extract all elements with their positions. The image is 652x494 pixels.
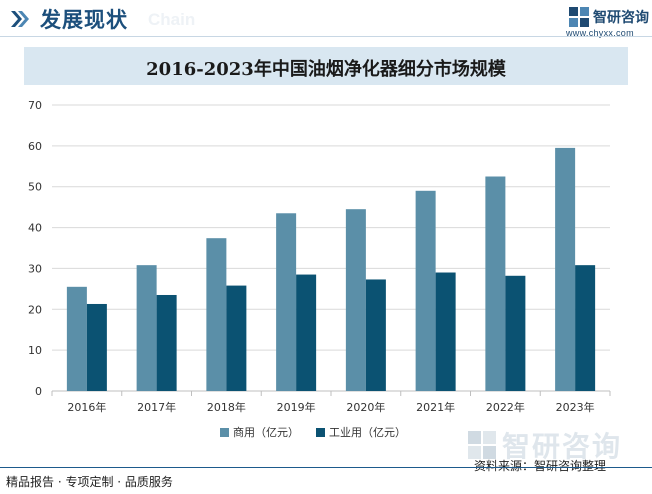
double-chevron-icon bbox=[11, 11, 29, 27]
header-divider bbox=[0, 36, 652, 37]
y-tick-label: 10 bbox=[28, 344, 42, 357]
brand-logo-icon bbox=[569, 7, 589, 27]
section-title: 发展现状 bbox=[40, 8, 128, 32]
legend-swatch bbox=[316, 428, 325, 437]
brand-name: 智研咨询 bbox=[593, 10, 649, 26]
footer-slogan: 精品报告 · 专项定制 · 品质服务 bbox=[6, 475, 173, 489]
x-tick-label: 2018年 bbox=[207, 400, 246, 414]
footer-divider bbox=[0, 467, 652, 468]
y-tick-label: 30 bbox=[28, 262, 42, 275]
legend-swatch bbox=[220, 428, 229, 437]
bar-commercial bbox=[276, 213, 297, 391]
bar-industrial bbox=[296, 274, 317, 391]
x-tick-label: 2022年 bbox=[486, 400, 525, 414]
bar-industrial bbox=[226, 285, 247, 391]
bar-industrial bbox=[86, 303, 107, 391]
bar-commercial bbox=[206, 238, 227, 391]
x-tick-label: 2016年 bbox=[67, 400, 106, 414]
legend-label: 工业用（亿元） bbox=[329, 426, 406, 439]
y-tick-label: 50 bbox=[28, 181, 42, 194]
y-tick-label: 70 bbox=[28, 99, 42, 112]
x-tick-label: 2021年 bbox=[416, 400, 455, 414]
bar-industrial bbox=[435, 272, 456, 391]
bar-commercial bbox=[136, 265, 157, 391]
brand-url: www.chyxx.com bbox=[566, 28, 634, 38]
bar-commercial bbox=[66, 286, 87, 391]
header: 发展现状 Chain 智研咨询 www.chyxx.com bbox=[0, 0, 652, 40]
x-tick-label: 2017年 bbox=[137, 400, 176, 414]
bar-industrial bbox=[575, 265, 596, 391]
watermark-logo-icon bbox=[468, 431, 496, 459]
x-tick-label: 2020年 bbox=[346, 400, 385, 414]
bar-commercial bbox=[415, 190, 436, 391]
x-tick-label: 2019年 bbox=[277, 400, 316, 414]
y-tick-label: 0 bbox=[35, 385, 42, 398]
bar-commercial bbox=[485, 176, 506, 391]
bar-commercial bbox=[555, 147, 576, 391]
watermark-text: 智研咨询 bbox=[502, 430, 623, 463]
legend-label: 商用（亿元） bbox=[233, 425, 299, 439]
y-tick-label: 60 bbox=[28, 140, 42, 153]
y-tick-label: 40 bbox=[28, 222, 42, 235]
bar-commercial bbox=[345, 209, 366, 391]
source-note: 资料来源：智研咨询整理 bbox=[474, 459, 607, 473]
bar-industrial bbox=[365, 279, 386, 391]
x-tick-label: 2023年 bbox=[556, 400, 595, 414]
chart-title: 2016-2023年中国油烟净化器细分市场规模 bbox=[146, 59, 506, 80]
bar-industrial bbox=[505, 275, 526, 391]
section-title-en: Chain bbox=[148, 10, 196, 29]
y-tick-label: 20 bbox=[28, 303, 42, 316]
chart-title-bar: 2016-2023年中国油烟净化器细分市场规模 bbox=[24, 47, 628, 85]
bar-industrial bbox=[156, 294, 177, 391]
